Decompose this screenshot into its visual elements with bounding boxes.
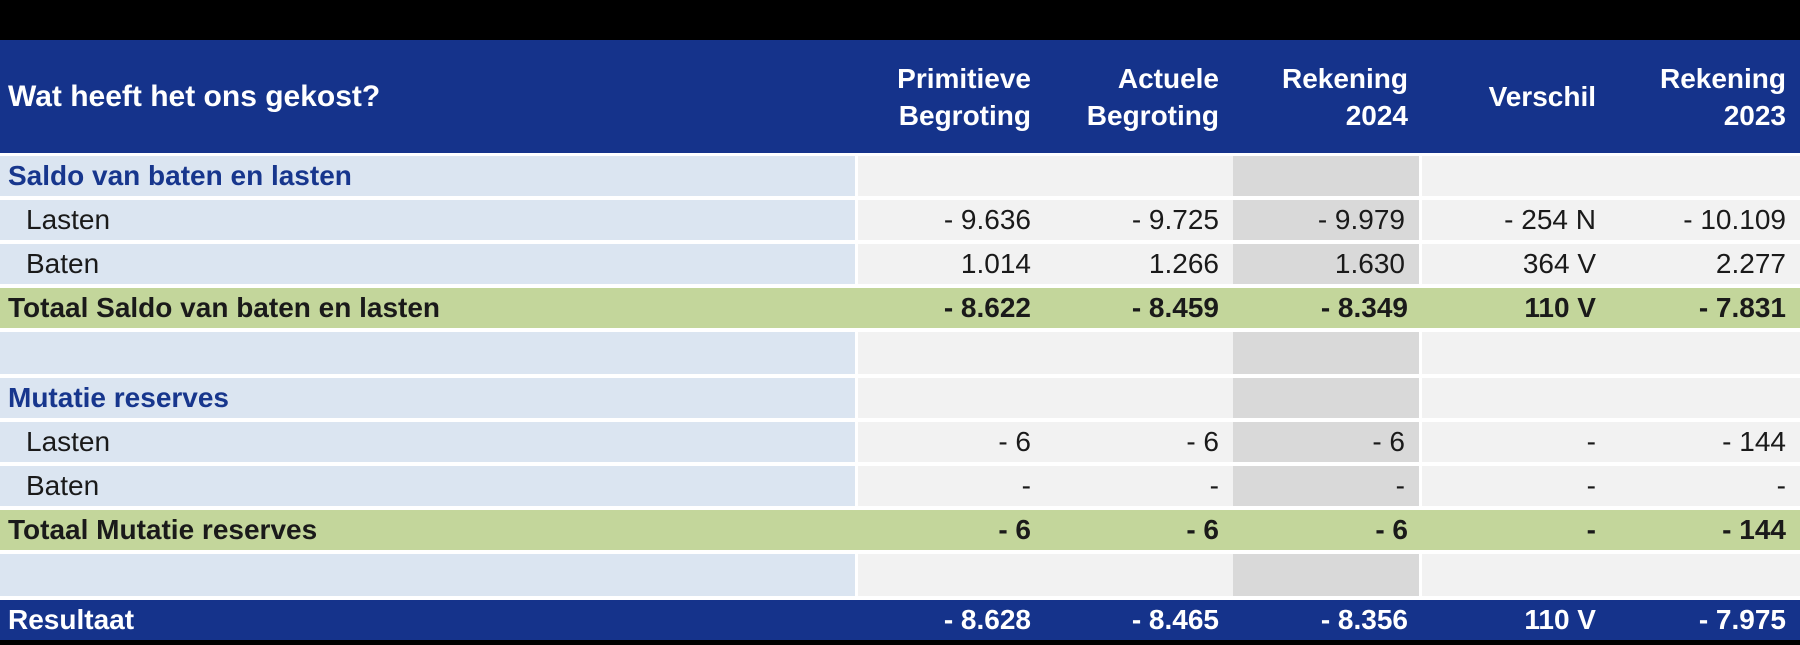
- column-header-rekening-2024: Rekening 2024: [1281, 62, 1408, 131]
- row-label: Saldo van baten en lasten: [0, 156, 858, 196]
- total-row-saldo-van-baten-en-lasten: Totaal Saldo van baten en lasten - 8.622…: [0, 288, 1800, 328]
- cell-verschil: [1422, 332, 1610, 374]
- cell-rekening-2024: - 9.979: [1233, 200, 1422, 240]
- cell-verschil: [1422, 554, 1610, 596]
- cell-verschil: -: [1422, 422, 1610, 462]
- cell-rekening-2024: -: [1233, 466, 1422, 506]
- row-label: Mutatie reserves: [0, 378, 858, 418]
- cell-primitieve-begroting: [858, 554, 1045, 596]
- total-row-mutatie-reserves: Totaal Mutatie reserves - 6 - 6 - 6 - - …: [0, 510, 1800, 550]
- row-label: [0, 332, 858, 374]
- cell-rekening-2023: [1610, 378, 1800, 418]
- cell-actuele-begroting: 1.266: [1045, 244, 1233, 284]
- cell-verschil: [1422, 378, 1610, 418]
- cell-primitieve-begroting: - 6: [858, 422, 1045, 462]
- row-label: Baten: [0, 466, 858, 506]
- row-label: Totaal Saldo van baten en lasten: [8, 292, 441, 323]
- section-row-mutatie-reserves: Mutatie reserves: [0, 378, 1800, 418]
- cell-rekening-2024: 1.630: [1233, 244, 1422, 284]
- cell-rekening-2024: [1233, 554, 1422, 596]
- cell-rekening-2024: [1233, 332, 1422, 374]
- cell-rekening-2024: - 8.356: [1320, 604, 1408, 635]
- data-row-lasten: Lasten - 9.636 - 9.725 - 9.979 - 254 N -…: [0, 200, 1800, 240]
- cell-verschil: -: [1422, 466, 1610, 506]
- financial-results-table: Wat heeft het ons gekost? Primitieve Beg…: [0, 40, 1800, 640]
- cell-actuele-begroting: - 9.725: [1045, 200, 1233, 240]
- cell-primitieve-begroting: 1.014: [858, 244, 1045, 284]
- cell-actuele-begroting: [1045, 156, 1233, 196]
- cell-actuele-begroting: [1045, 554, 1233, 596]
- column-header-primitieve-begroting: Primitieve Begroting: [897, 62, 1031, 131]
- cell-rekening-2023: - 7.975: [1698, 604, 1786, 635]
- cell-rekening-2024: [1233, 378, 1422, 418]
- table-header-row: Wat heeft het ons gekost? Primitieve Beg…: [0, 40, 1800, 153]
- section-row-saldo-van-baten-en-lasten: Saldo van baten en lasten: [0, 156, 1800, 196]
- cell-verschil: [1422, 156, 1610, 196]
- cell-primitieve-begroting: - 9.636: [858, 200, 1045, 240]
- data-row-baten: Baten 1.014 1.266 1.630 364 V 2.277: [0, 244, 1800, 284]
- row-label: Lasten: [0, 422, 858, 462]
- cell-actuele-begroting: - 6: [1186, 514, 1219, 545]
- cell-rekening-2024: - 6: [1233, 422, 1422, 462]
- cell-verschil: -: [1586, 514, 1596, 545]
- cell-rekening-2023: 2.277: [1610, 244, 1800, 284]
- cell-actuele-begroting: - 8.465: [1131, 604, 1219, 635]
- cell-rekening-2023: - 144: [1722, 514, 1786, 545]
- table-title: Wat heeft het ons gekost?: [8, 79, 381, 113]
- result-row-resultaat: Resultaat - 8.628 - 8.465 - 8.356 110 V …: [0, 600, 1800, 640]
- cell-actuele-begroting: [1045, 378, 1233, 418]
- column-header-rekening-2023: Rekening 2023: [1659, 62, 1786, 131]
- cell-primitieve-begroting: [858, 332, 1045, 374]
- spacer-row: [0, 554, 1800, 596]
- cell-primitieve-begroting: [858, 378, 1045, 418]
- row-label: Resultaat: [8, 604, 135, 635]
- cell-primitieve-begroting: -: [858, 466, 1045, 506]
- cell-rekening-2023: [1610, 554, 1800, 596]
- cell-rekening-2023: [1610, 156, 1800, 196]
- cell-actuele-begroting: - 6: [1045, 422, 1233, 462]
- cell-verschil: - 254 N: [1422, 200, 1610, 240]
- cell-verschil: 364 V: [1422, 244, 1610, 284]
- row-label: Baten: [0, 244, 858, 284]
- cell-primitieve-begroting: [858, 156, 1045, 196]
- cell-verschil: 110 V: [1524, 292, 1596, 323]
- cell-rekening-2023: - 10.109: [1610, 200, 1800, 240]
- row-label: [0, 554, 858, 596]
- cell-rekening-2024: [1233, 156, 1422, 196]
- data-row-lasten: Lasten - 6 - 6 - 6 - - 144: [0, 422, 1800, 462]
- cell-actuele-begroting: -: [1045, 466, 1233, 506]
- cell-rekening-2024: - 8.349: [1320, 292, 1408, 323]
- cell-primitieve-begroting: - 6: [998, 514, 1031, 545]
- cell-actuele-begroting: [1045, 332, 1233, 374]
- cell-rekening-2023: -: [1610, 466, 1800, 506]
- cell-primitieve-begroting: - 8.622: [943, 292, 1031, 323]
- cell-rekening-2023: - 144: [1610, 422, 1800, 462]
- cell-primitieve-begroting: - 8.628: [943, 604, 1031, 635]
- spacer-row: [0, 332, 1800, 374]
- column-header-actuele-begroting: Actuele Begroting: [1086, 62, 1219, 131]
- row-label: Totaal Mutatie reserves: [8, 514, 318, 545]
- cell-actuele-begroting: - 8.459: [1131, 292, 1219, 323]
- cell-verschil: 110 V: [1524, 604, 1596, 635]
- cell-rekening-2023: - 7.831: [1698, 292, 1786, 323]
- row-label: Lasten: [0, 200, 858, 240]
- column-header-verschil: Verschil: [1488, 81, 1596, 112]
- data-row-baten: Baten - - - - -: [0, 466, 1800, 506]
- cell-rekening-2024: - 6: [1375, 514, 1408, 545]
- cell-rekening-2023: [1610, 332, 1800, 374]
